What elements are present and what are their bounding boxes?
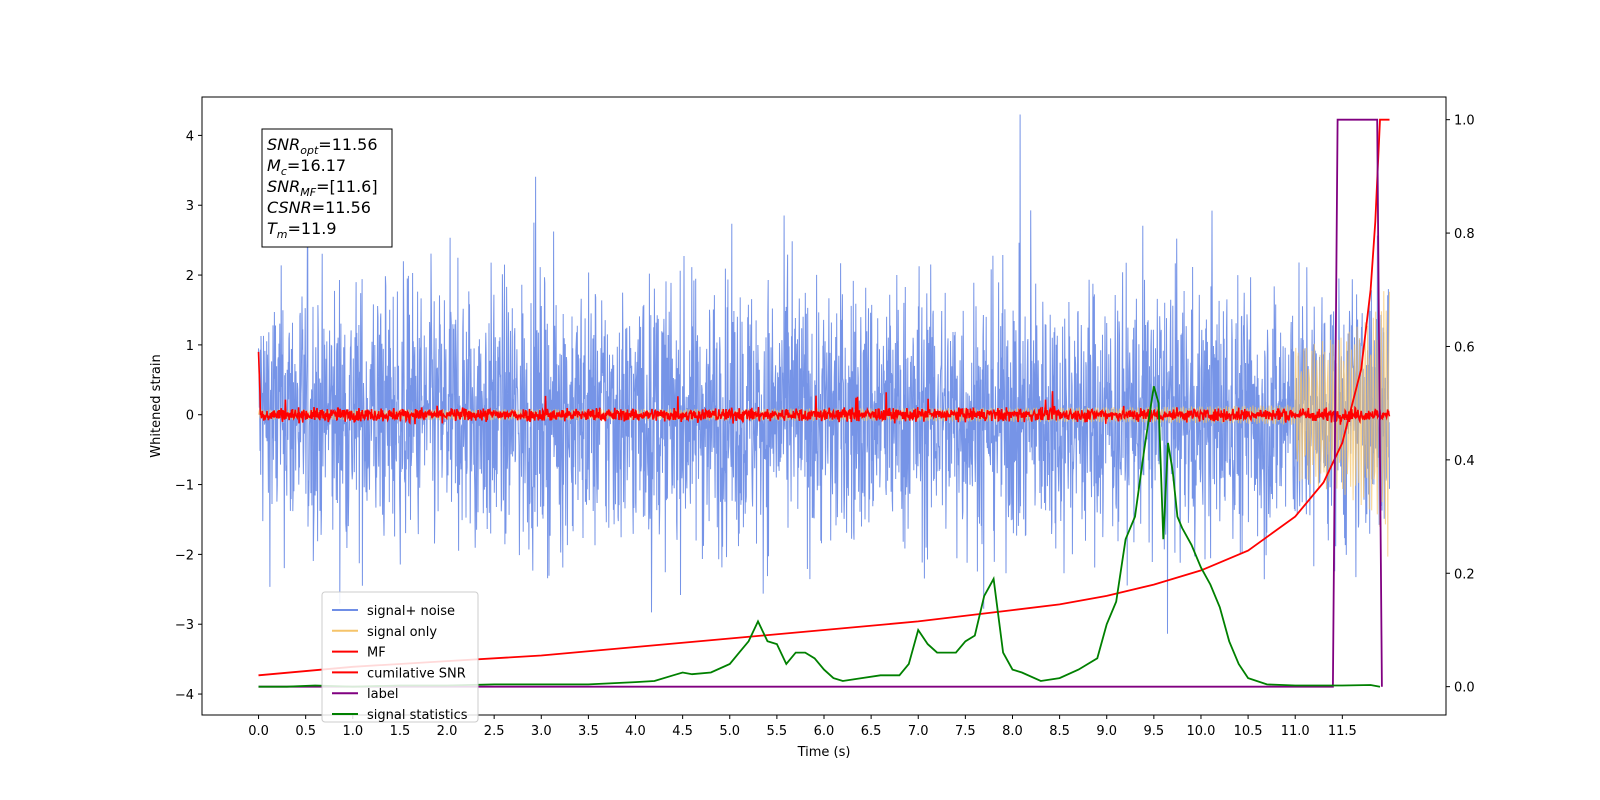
- x-tick-label: 9.5: [1144, 724, 1165, 739]
- x-axis: 0.0 0.5 1.0 1.5 2.0 2.5 3.0 3.5 4.0 4.5 5.0 5.5 6.0 6…: [248, 715, 1357, 739]
- x-tick-label: 1.0: [342, 724, 363, 739]
- x-tick-label: 11.5: [1328, 724, 1357, 739]
- series-label: [258, 118, 1383, 688]
- series-signal-statistics: [258, 385, 1381, 688]
- legend-entry-label: MF: [367, 646, 386, 661]
- x-tick-label: 0.0: [248, 724, 269, 739]
- x-tick-label: 9.0: [1096, 724, 1117, 739]
- x-tick-label: 8.5: [1049, 724, 1070, 739]
- legend-entry-label: signal statistics: [367, 708, 468, 723]
- y2-tick-label: 1.0: [1454, 114, 1475, 129]
- y2-tick-label: 0.2: [1454, 567, 1475, 582]
- info-box: SNRopt=11.56 Mc=16.17 SNRMF=[11.6] CSNR=…: [261, 128, 393, 248]
- y-tick-label: −4: [175, 688, 194, 703]
- x-tick-label: 4.5: [672, 724, 693, 739]
- x-tick-label: 6.0: [814, 724, 835, 739]
- x-tick-label: 2.5: [484, 724, 505, 739]
- info-snr-opt: SNRopt=11.56: [267, 135, 378, 157]
- x-tick-label: 7.5: [955, 724, 976, 739]
- y-tick-label: −1: [175, 479, 194, 494]
- x-axis-label: Time (s): [797, 745, 851, 760]
- y2-tick-label: 0.6: [1454, 340, 1475, 355]
- x-tick-label: 8.0: [1002, 724, 1023, 739]
- x-tick-label: 3.5: [578, 724, 599, 739]
- legend-entry-label: cumilative SNR: [367, 666, 466, 681]
- info-box-frame: [261, 128, 393, 248]
- y2-tick-label: 0.4: [1454, 454, 1475, 469]
- plot-area: [257, 114, 1391, 688]
- x-tick-label: 10.0: [1186, 724, 1215, 739]
- y-tick-label: 2: [186, 269, 194, 284]
- series-cumilative-snr: [258, 118, 1390, 677]
- info-csnr: CSNR=11.56: [267, 198, 371, 217]
- y-tick-label: 0: [186, 409, 194, 424]
- series-signal-noise: [258, 114, 1390, 634]
- legend: signal+ noise signal only MF cumilative SNR…: [321, 591, 479, 723]
- info-snr-mf: SNRMF=[11.6]: [267, 177, 378, 199]
- x-tick-label: 2.0: [437, 724, 458, 739]
- x-tick-label: 6.5: [861, 724, 882, 739]
- x-tick-label: 10.5: [1234, 724, 1263, 739]
- x-tick-label: 1.5: [390, 724, 411, 739]
- y-tick-label: −3: [175, 618, 194, 633]
- info-tm: Tm=11.9: [267, 219, 337, 241]
- x-tick-label: 3.0: [531, 724, 552, 739]
- y-axis-right: 1.0 0.8 0.6 0.4 0.2 0.0: [1446, 114, 1475, 696]
- y-axis-left: 4 3 2 1 0 −1 −2 −3 −4: [175, 129, 202, 703]
- x-tick-label: 5.0: [719, 724, 740, 739]
- y2-tick-label: 0.0: [1454, 681, 1475, 696]
- x-tick-label: 11.0: [1281, 724, 1310, 739]
- legend-entry-label: label: [367, 687, 398, 702]
- y-tick-label: 4: [186, 129, 194, 144]
- y-tick-label: −2: [175, 548, 194, 563]
- x-tick-label: 0.5: [295, 724, 316, 739]
- y-axis-label: Whitened strain: [149, 354, 164, 457]
- x-tick-label: 5.5: [767, 724, 788, 739]
- y2-tick-label: 0.8: [1454, 227, 1475, 242]
- y-tick-label: 3: [186, 199, 194, 214]
- info-mc: Mc=16.17: [267, 156, 346, 178]
- x-tick-label: 7.0: [908, 724, 929, 739]
- y-tick-label: 1: [186, 339, 194, 354]
- legend-frame: [321, 591, 479, 723]
- x-tick-label: 4.0: [625, 724, 646, 739]
- legend-entry-label: signal only: [367, 625, 437, 640]
- legend-entry-label: signal+ noise: [367, 604, 455, 619]
- series-mf: [257, 351, 1391, 425]
